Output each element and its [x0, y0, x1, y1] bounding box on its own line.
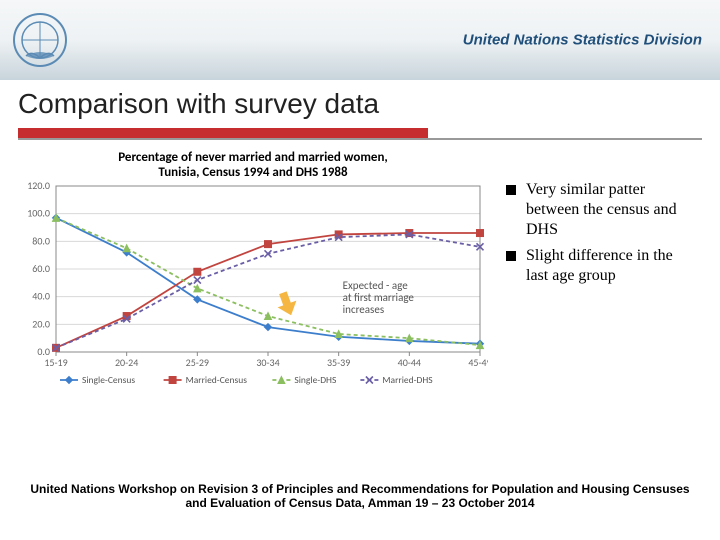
- bullet-text: Very similar patter between the census a…: [526, 180, 698, 240]
- svg-text:20-24: 20-24: [115, 356, 138, 369]
- svg-text:Married-Census: Married-Census: [186, 374, 248, 386]
- svg-text:Single-DHS: Single-DHS: [294, 374, 337, 386]
- title-rule-grey: [18, 138, 702, 140]
- title-rule-red: [18, 128, 428, 138]
- bullet-marker: [506, 185, 516, 195]
- chart-area: Percentage of never married and married …: [18, 150, 488, 390]
- header-bar: United Nations Statistics Division: [0, 0, 720, 80]
- line-chart: 0.020.040.060.080.0100.0120.015-1920-242…: [18, 180, 488, 390]
- svg-text:15-19: 15-19: [44, 356, 67, 369]
- header-title: United Nations Statistics Division: [463, 32, 702, 49]
- un-logo: [12, 12, 68, 68]
- chart-title-line2: Tunisia, Census 1994 and DHS 1988: [18, 165, 488, 180]
- svg-text:25-29: 25-29: [186, 356, 209, 369]
- svg-text:35-39: 35-39: [327, 356, 350, 369]
- svg-text:120.0: 120.0: [27, 180, 50, 192]
- bullet-item: Very similar patter between the census a…: [506, 180, 698, 240]
- bullet-text: Slight difference in the last age group: [526, 246, 698, 286]
- svg-text:30-34: 30-34: [256, 356, 279, 369]
- chart-title-line1: Percentage of never married and married …: [18, 150, 488, 165]
- svg-text:60.0: 60.0: [32, 262, 50, 275]
- svg-text:40-44: 40-44: [398, 356, 421, 369]
- svg-text:40.0: 40.0: [32, 290, 50, 303]
- bullet-marker: [506, 251, 516, 261]
- svg-text:Single-Census: Single-Census: [82, 374, 135, 386]
- bullet-item: Slight difference in the last age group: [506, 246, 698, 286]
- slide-title: Comparison with survey data: [18, 88, 702, 126]
- svg-text:80.0: 80.0: [32, 234, 50, 247]
- bullet-list: Very similar patter between the census a…: [488, 150, 698, 390]
- svg-text:45-49: 45-49: [468, 356, 488, 369]
- svg-text:Married-DHS: Married-DHS: [382, 374, 433, 386]
- svg-text:20.0: 20.0: [32, 317, 50, 330]
- footnote: United Nations Workshop on Revision 3 of…: [0, 482, 720, 510]
- svg-text:100.0: 100.0: [27, 207, 50, 220]
- annotation-arrow-icon: [273, 290, 303, 320]
- chart-annotation: Expected - ageat first marriageincreases: [343, 280, 414, 316]
